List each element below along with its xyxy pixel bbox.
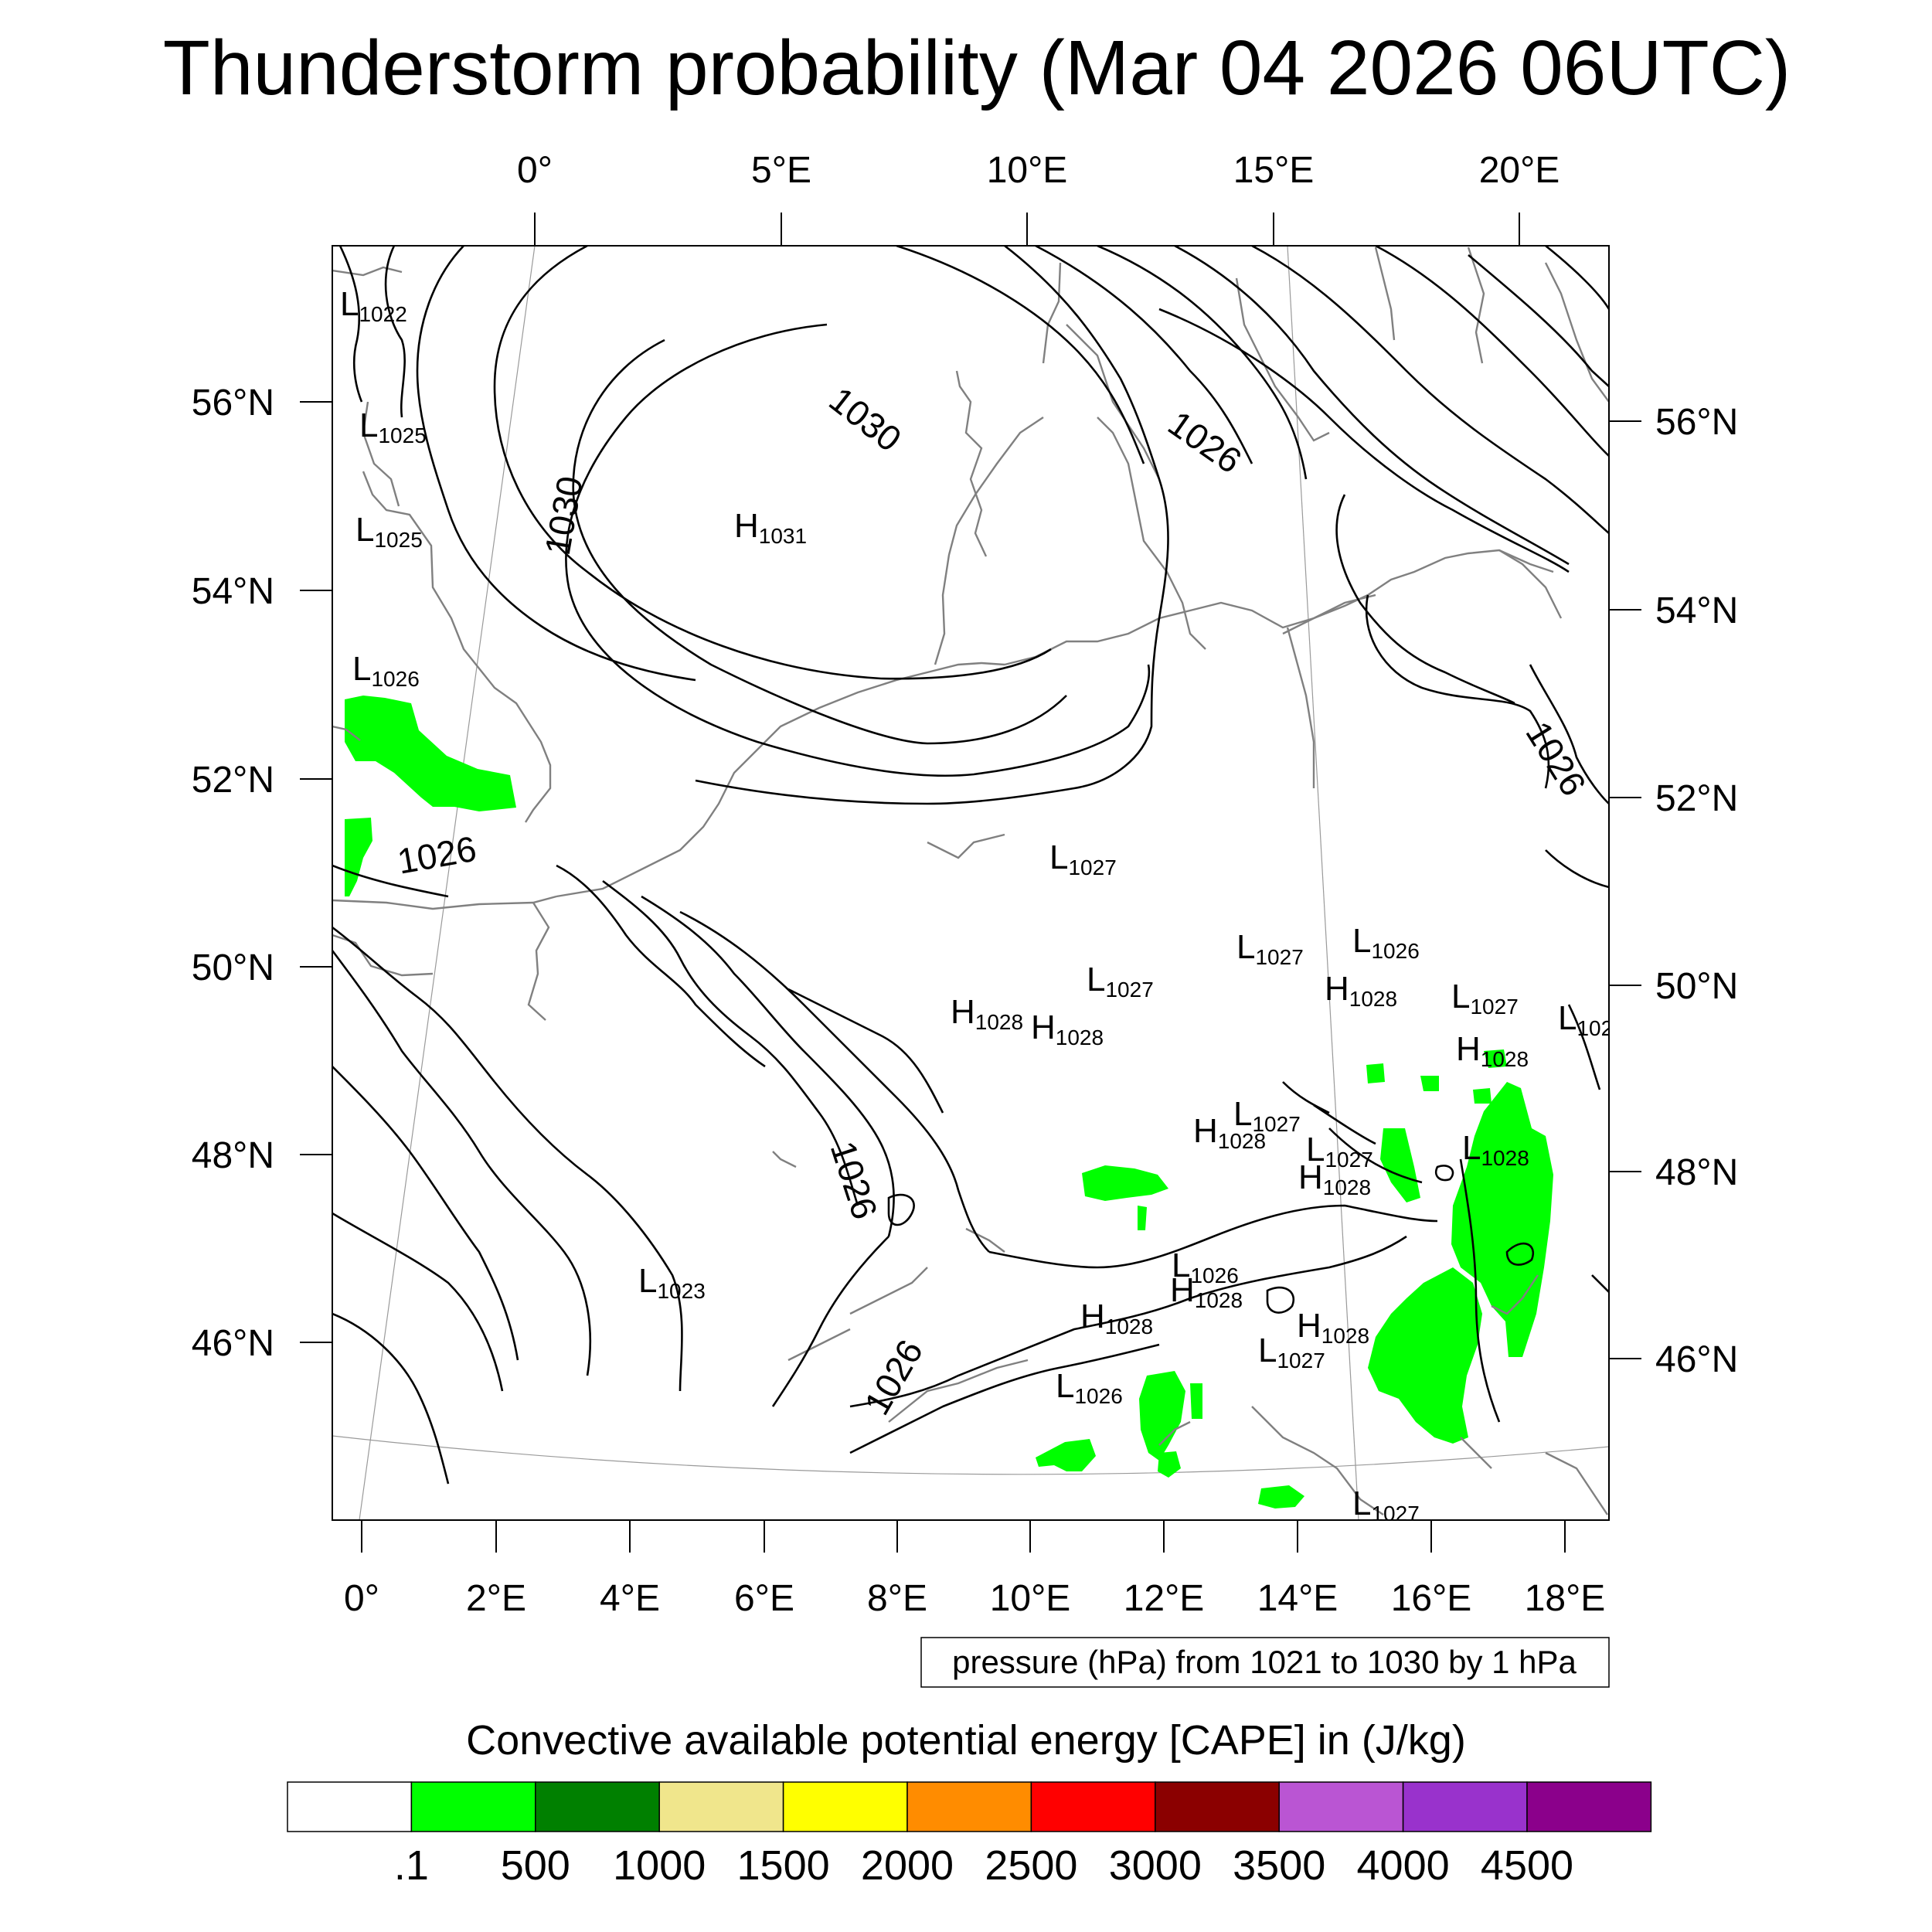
low-pressure-center: L1027	[1233, 1095, 1301, 1136]
high-pressure-center: H1028	[1193, 1112, 1266, 1153]
colorbar-swatch	[1402, 1781, 1528, 1832]
top-lon-label: 10°E	[987, 150, 1068, 191]
pressure-note-box	[920, 1637, 1610, 1688]
colorbar-swatch	[658, 1781, 784, 1832]
left-lat-label: 52°N	[192, 760, 274, 801]
high-pressure-center: H1028	[1080, 1298, 1153, 1338]
high-pressure-center: H1028	[1298, 1158, 1371, 1199]
top-lon-label: 15°E	[1233, 150, 1315, 191]
low-pressure-center: L1027	[1087, 961, 1154, 1002]
low-pressure-center: L1022	[340, 285, 407, 326]
bottom-lon-label: 12°E	[1124, 1578, 1205, 1619]
top-longitude-axis: 0° 5°E 10°E 15°E 20°E	[517, 150, 1560, 246]
low-pressure-center: L1026	[1172, 1247, 1239, 1287]
colorbar-swatch	[1526, 1781, 1652, 1832]
high-pressure-center: H1028	[1325, 970, 1397, 1011]
colorbar-label: 3500	[1233, 1842, 1325, 1889]
colorbar-label: 4000	[1357, 1842, 1450, 1889]
map-panel	[332, 246, 1609, 1520]
right-lat-label: 54°N	[1655, 590, 1738, 631]
bottom-lon-label: 16°E	[1391, 1578, 1472, 1619]
colorbar-swatch	[287, 1781, 413, 1832]
low-pressure-center: L102	[1558, 999, 1613, 1040]
right-latitude-axis: 56°N 54°N 52°N 50°N 48°N 46°N	[1609, 402, 1738, 1380]
high-pressure-center: H1028	[1170, 1271, 1243, 1312]
pressure-centers: L1022 L1025 L1025 H1031 L1026 L1027 L102…	[340, 285, 1613, 1526]
colorbar-swatch	[1155, 1781, 1280, 1832]
low-pressure-center: L1025	[359, 406, 427, 447]
colorbar-label: .1	[394, 1842, 429, 1889]
top-lon-label: 5°E	[751, 150, 811, 191]
low-pressure-center: L1027	[1352, 1485, 1420, 1526]
colorbar-label: 500	[501, 1842, 570, 1889]
colorbar-swatch	[906, 1781, 1032, 1832]
colorbar-swatch	[1030, 1781, 1156, 1832]
low-pressure-center: L1023	[638, 1262, 706, 1303]
colorbar-label: 3000	[1109, 1842, 1202, 1889]
right-lat-label: 46°N	[1655, 1339, 1738, 1380]
left-lat-label: 48°N	[192, 1135, 274, 1176]
bottom-lon-label: 14°E	[1257, 1578, 1338, 1619]
right-lat-label: 50°N	[1655, 966, 1738, 1007]
low-pressure-center: L1027	[1451, 978, 1519, 1019]
bottom-lon-label: 10°E	[990, 1578, 1071, 1619]
high-pressure-center: H1028	[951, 993, 1023, 1034]
low-pressure-center: L1027	[1258, 1332, 1325, 1372]
left-lat-label: 50°N	[192, 947, 274, 988]
colorbar-label: 2000	[861, 1842, 954, 1889]
right-lat-label: 48°N	[1655, 1152, 1738, 1193]
bottom-lon-label: 6°E	[734, 1578, 794, 1619]
bottom-lon-label: 0°	[344, 1578, 379, 1619]
high-pressure-center: H1028	[1031, 1009, 1104, 1049]
bottom-longitude-axis: 0° 2°E 4°E 6°E 8°E 10°E 12°E 14°E 16°E 1…	[344, 1520, 1605, 1619]
low-pressure-center: L1025	[355, 511, 423, 552]
bottom-lon-label: 2°E	[466, 1578, 526, 1619]
top-lon-label: 0°	[517, 150, 553, 191]
low-pressure-center: L1027	[1049, 838, 1117, 879]
left-lat-label: 46°N	[192, 1323, 274, 1364]
colorbar-label: 2500	[985, 1842, 1077, 1889]
colorbar-label: 1500	[737, 1842, 830, 1889]
right-lat-label: 56°N	[1655, 402, 1738, 443]
right-lat-label: 52°N	[1655, 778, 1738, 819]
map-frame	[332, 245, 1610, 1521]
colorbar-label: 4500	[1481, 1842, 1573, 1889]
low-pressure-center: L1027	[1236, 928, 1304, 969]
colorbar-swatch	[535, 1781, 660, 1832]
bottom-lon-label: 8°E	[867, 1578, 927, 1619]
left-latitude-axis: 56°N 54°N 52°N 50°N 48°N 46°N	[192, 383, 332, 1364]
coastlines	[332, 247, 1609, 1515]
low-pressure-center: L1027	[1306, 1131, 1373, 1172]
high-pressure-center: H1028	[1297, 1307, 1369, 1348]
low-pressure-center: L1026	[352, 650, 420, 691]
bottom-lon-label: 4°E	[600, 1578, 660, 1619]
left-lat-label: 56°N	[192, 383, 274, 423]
low-pressure-center: L1028	[1462, 1129, 1529, 1170]
colorbar-labels: .1 500 1000 1500 2000 2500 3000 3500 4000 4500	[394, 1842, 1573, 1889]
high-pressure-center: H1031	[734, 507, 807, 548]
left-lat-label: 54°N	[192, 571, 274, 612]
colorbar-title: Convective available potential energy [C…	[466, 1717, 1466, 1764]
cape-shading	[345, 696, 1553, 1509]
colorbar-swatch	[410, 1781, 536, 1832]
low-pressure-center: L1026	[1056, 1367, 1123, 1408]
colorbar-swatch	[1278, 1781, 1404, 1832]
high-pressure-center: H1028	[1456, 1030, 1529, 1071]
pressure-note: pressure (hPa) from 1021 to 1030 by 1 hP…	[952, 1644, 1577, 1680]
colorbar-label: 1000	[613, 1842, 706, 1889]
top-lon-label: 20°E	[1479, 150, 1560, 191]
isobars	[332, 246, 1609, 1485]
colorbar	[287, 1781, 1652, 1832]
colorbar-swatch	[782, 1781, 908, 1832]
bottom-lon-label: 18°E	[1525, 1578, 1606, 1619]
figure-title: Thunderstorm probability (Mar 04 2026 06…	[163, 25, 1791, 111]
low-pressure-center: L1026	[1352, 922, 1420, 963]
